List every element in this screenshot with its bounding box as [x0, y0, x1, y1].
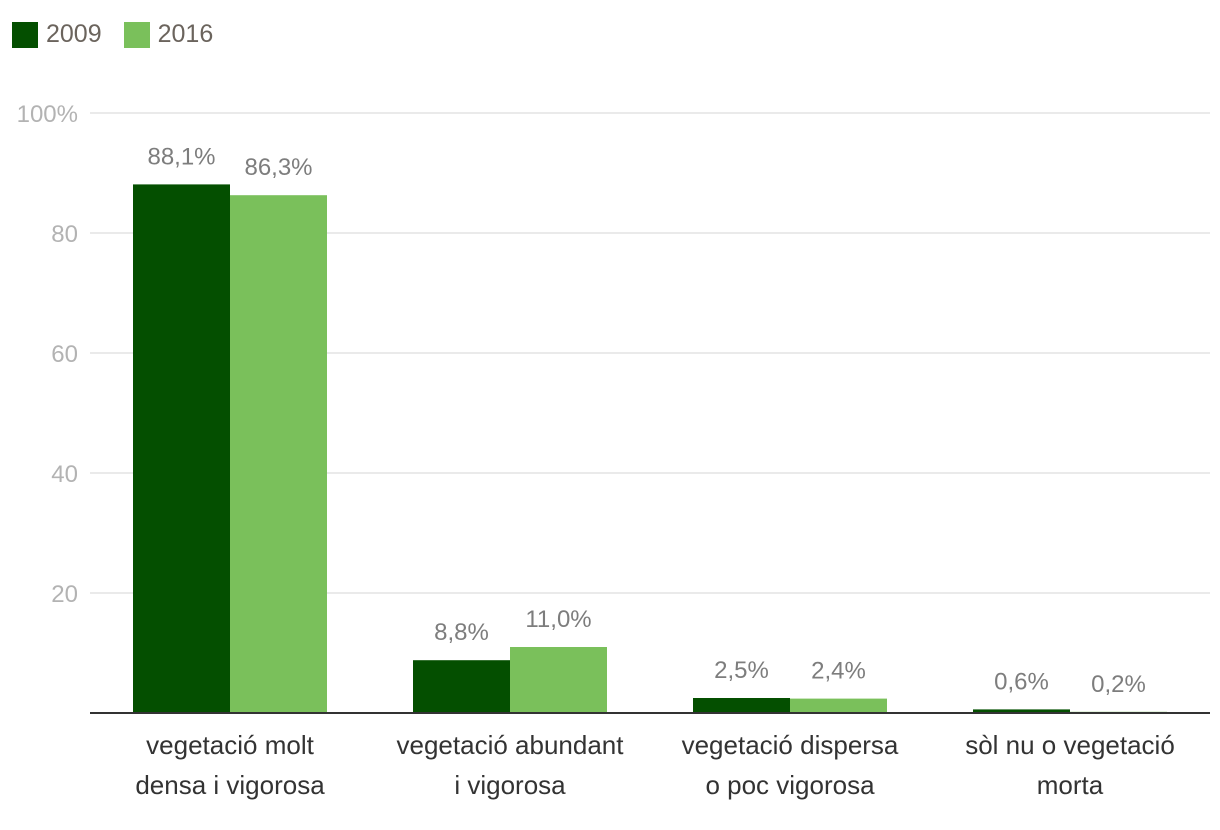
legend-label-2016: 2016	[157, 20, 214, 48]
legend-item-2016[interactable]: 2016	[123, 20, 214, 49]
data-label-2016-1: 11,0%	[525, 606, 591, 633]
x-category-label-1: vegetació abundant i vigorosa	[397, 730, 625, 800]
y-tick-label-3: 80	[51, 221, 78, 248]
data-label-2016-2: 2,4%	[811, 658, 866, 685]
bar-2009-1	[413, 660, 510, 713]
y-tick-label-0: 20	[51, 581, 78, 608]
data-label-2009-1: 8,8%	[434, 619, 489, 646]
legend-swatch-2016	[123, 21, 150, 48]
bar-2009-3	[973, 709, 1070, 713]
y-tick-label-4: 100%	[17, 101, 78, 128]
bar-2016-0	[230, 195, 327, 713]
data-label-2009-0: 88,1%	[147, 143, 215, 170]
data-label-2016-3: 0,2%	[1091, 671, 1146, 698]
bar-2016-2	[790, 698, 887, 713]
legend-swatch-2009	[12, 21, 38, 48]
data-label-2016-0: 86,3%	[244, 154, 312, 181]
y-tick-label-2: 60	[51, 341, 78, 368]
bar-2009-2	[693, 698, 790, 713]
data-label-2009-2: 2,5%	[714, 657, 769, 684]
x-category-label-3: sòl nu o vegetació morta	[965, 730, 1175, 800]
legend-item-2009[interactable]: 2009	[12, 20, 102, 49]
x-category-label-2: vegetació dispersa o poc vigorosa	[682, 730, 899, 800]
chart-legend: 2009 2016	[12, 20, 213, 49]
y-tick-label-1: 40	[51, 461, 78, 488]
x-category-label-0: vegetació molt densa i vigorosa	[135, 730, 325, 800]
data-label-2009-3: 0,6%	[994, 668, 1049, 695]
legend-label-2009: 2009	[46, 20, 102, 48]
bar-2009-0	[133, 184, 230, 713]
bar-2016-1	[510, 647, 607, 713]
